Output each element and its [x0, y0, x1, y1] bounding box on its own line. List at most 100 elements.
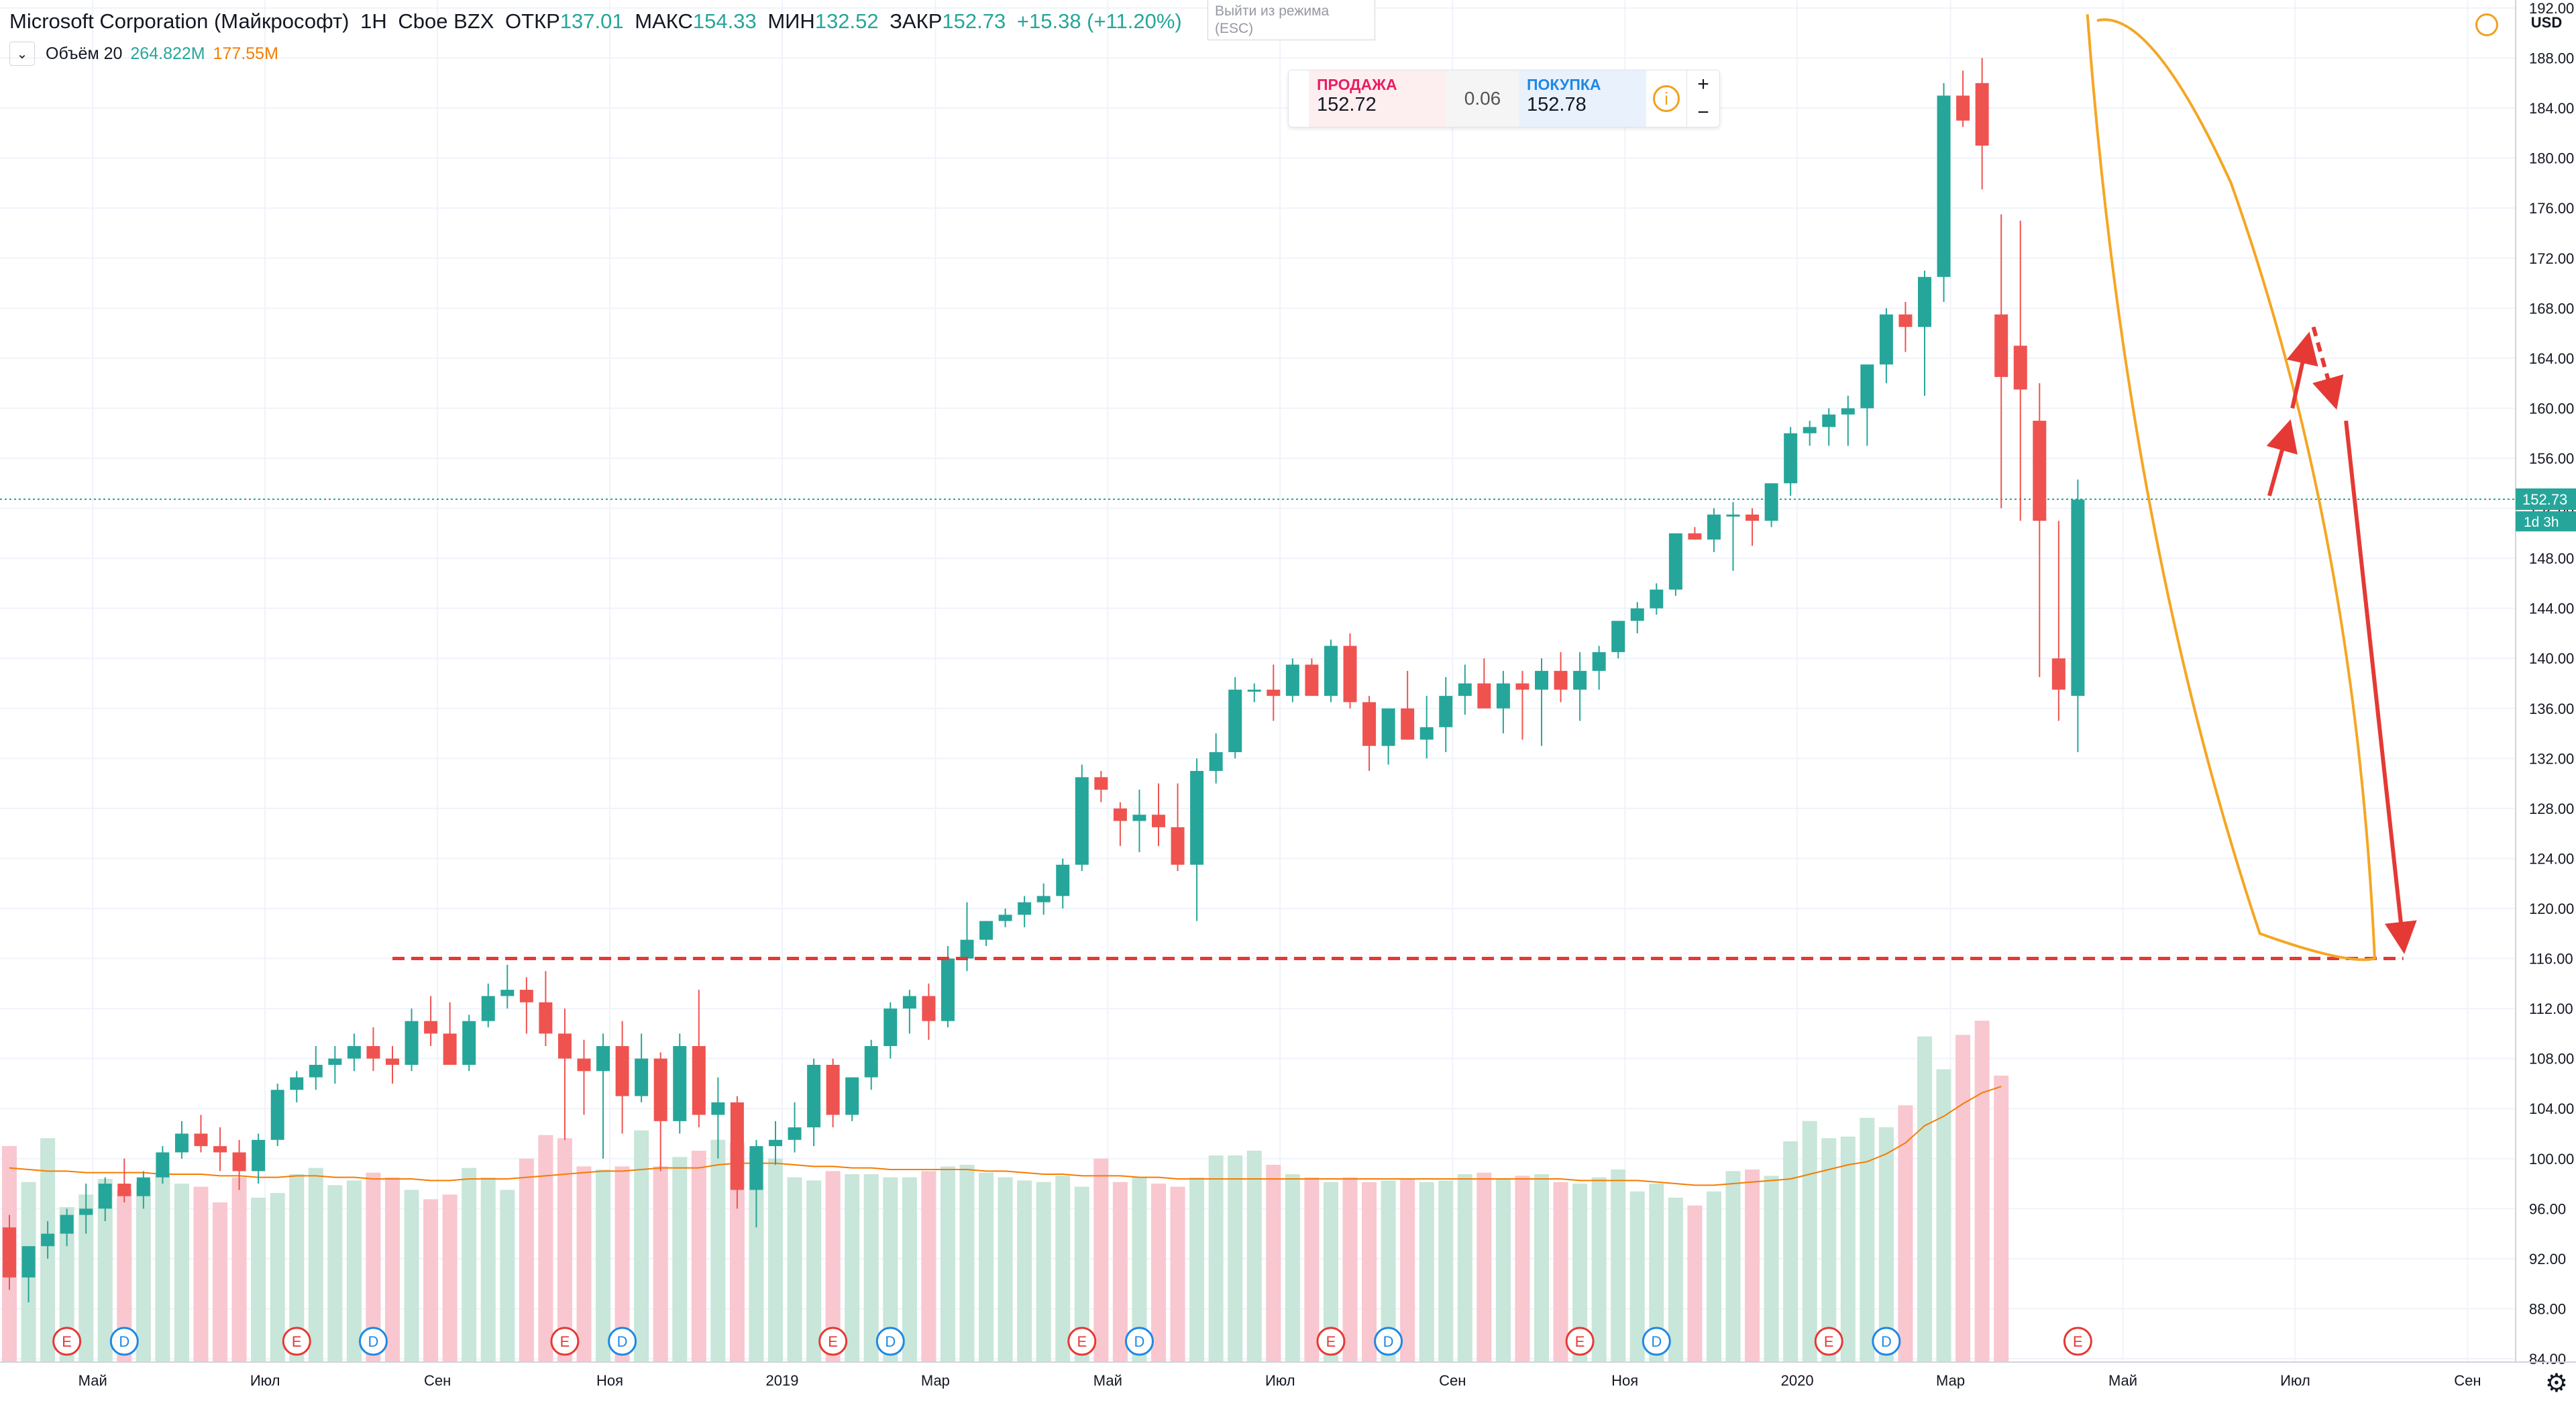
buy-button[interactable]: ПОКУПКА 152.78 — [1519, 70, 1646, 127]
buy-price: 152.78 — [1527, 94, 1587, 115]
volume-value: 264.822M — [130, 44, 205, 63]
candle-body — [405, 1021, 419, 1065]
volume-bar — [729, 1143, 745, 1362]
volume-bar — [117, 1190, 132, 1362]
collapse-chevron-icon[interactable]: ⌄ — [9, 42, 35, 66]
symbol-name[interactable]: Microsoft Corporation (Майкрософт) — [9, 9, 350, 33]
earnings-marker-icon[interactable]: E — [52, 1327, 82, 1356]
volume-bar — [806, 1180, 822, 1362]
dividend-marker-icon[interactable]: D — [1124, 1327, 1154, 1356]
earnings-marker-icon[interactable]: E — [2063, 1327, 2092, 1356]
candle-body — [117, 1184, 131, 1196]
candle-body — [979, 921, 994, 940]
candle-body — [1190, 770, 1204, 865]
projection-arrow — [2286, 331, 2318, 409]
candle — [21, 1246, 36, 1303]
volume-bar — [423, 1199, 439, 1362]
volume-bar — [1285, 1174, 1300, 1362]
earnings-marker-icon[interactable]: E — [1565, 1327, 1595, 1356]
projection-arrow — [2344, 420, 2417, 954]
candle-body — [366, 1046, 380, 1059]
volume-bar — [366, 1172, 381, 1362]
candle — [635, 1033, 649, 1102]
volume-bar — [1400, 1179, 1415, 1362]
candle-body — [960, 939, 974, 959]
volume-bar — [1860, 1118, 1875, 1362]
candle-body — [730, 1102, 744, 1190]
candle-body — [1018, 902, 1032, 915]
volume-bar — [519, 1158, 534, 1362]
candle — [1209, 733, 1223, 784]
volume-bar — [768, 1158, 783, 1362]
candle-body — [577, 1058, 591, 1072]
candle — [41, 1221, 55, 1259]
candle-body — [1247, 689, 1261, 692]
price-tick-label: 176.00 — [2529, 200, 2574, 217]
earnings-marker-icon[interactable]: E — [1316, 1327, 1346, 1356]
candle-body — [424, 1021, 438, 1034]
candle-body — [1381, 708, 1395, 746]
dividend-marker-icon[interactable]: D — [358, 1327, 388, 1356]
dividend-marker-icon[interactable]: D — [875, 1327, 905, 1356]
earnings-marker-icon[interactable]: E — [550, 1327, 580, 1356]
price-tick-label: 148.00 — [2529, 550, 2574, 567]
volume-bar — [863, 1174, 879, 1362]
volume-bar — [193, 1186, 209, 1362]
exit-mode-hint[interactable]: Выйти из режима (ESC) — [1208, 0, 1375, 40]
time-axis[interactable]: Май Июл Сен Ноя 2019 Мар Май Июл Сен Ноя 2020 Мар Ма… — [0, 1361, 2576, 1389]
candle — [1898, 302, 1913, 352]
plus-button[interactable]: + — [1697, 73, 1709, 95]
dividend-marker-icon[interactable]: D — [608, 1327, 637, 1356]
candle-body — [194, 1133, 208, 1147]
dividend-marker-icon[interactable]: D — [1872, 1327, 1901, 1356]
candle-body — [539, 1002, 553, 1034]
volume-bar — [634, 1130, 649, 1362]
volume-bar — [346, 1180, 362, 1362]
candle — [653, 1052, 667, 1172]
candles — [3, 58, 2085, 1303]
candle — [1860, 364, 1874, 446]
minus-button[interactable]: − — [1697, 101, 1709, 123]
earnings-marker-icon[interactable]: E — [1814, 1327, 1843, 1356]
currency-label[interactable]: USD — [2530, 14, 2563, 31]
marker-circle — [1067, 1327, 1097, 1356]
candle — [2033, 383, 2047, 678]
candle — [270, 1083, 284, 1147]
price-tick-label: 96.00 — [2529, 1200, 2566, 1217]
candle-body — [1918, 276, 1931, 327]
price-axis[interactable]: 84.00 88.00 92.00 96.00 100.00 104.00 108.00 11… — [2515, 0, 2576, 1367]
dividend-marker-icon[interactable]: D — [1374, 1327, 1403, 1356]
candle — [1056, 858, 1070, 909]
volume-bar — [1419, 1182, 1434, 1362]
candle — [1994, 214, 2008, 509]
drag-handle-icon[interactable] — [1289, 70, 1309, 127]
marker-circle — [1316, 1327, 1346, 1356]
marker-circle — [1872, 1327, 1901, 1356]
candle-body — [481, 996, 495, 1021]
gear-icon[interactable]: ⚙ — [2544, 1369, 2568, 1398]
alert-icon[interactable] — [2475, 13, 2498, 36]
time-tick-label: Мар — [1936, 1372, 1965, 1389]
earnings-marker-icon[interactable]: E — [818, 1327, 848, 1356]
volume-bar — [710, 1139, 726, 1362]
sell-button[interactable]: ПРОДАЖА 152.72 — [1309, 70, 1446, 127]
marker-circle — [1642, 1327, 1671, 1356]
dividend-marker-icon[interactable]: D — [109, 1327, 139, 1356]
candle-body — [347, 1046, 361, 1059]
marker-letter: D — [368, 1333, 379, 1350]
earnings-marker-icon[interactable]: E — [282, 1327, 311, 1356]
candle — [1285, 658, 1299, 703]
candle-body — [156, 1152, 170, 1178]
dividend-marker-icon[interactable]: D — [1642, 1327, 1671, 1356]
volume-bar — [825, 1171, 841, 1362]
volume-bar — [1572, 1184, 1588, 1362]
high-value: 154.33 — [692, 9, 757, 33]
earnings-marker-icon[interactable]: E — [1067, 1327, 1097, 1356]
info-icon[interactable]: i — [1646, 70, 1686, 127]
candle-body — [1209, 752, 1223, 771]
candle-body — [807, 1064, 821, 1128]
candle-body — [1937, 95, 1951, 277]
candle — [1956, 70, 1970, 127]
